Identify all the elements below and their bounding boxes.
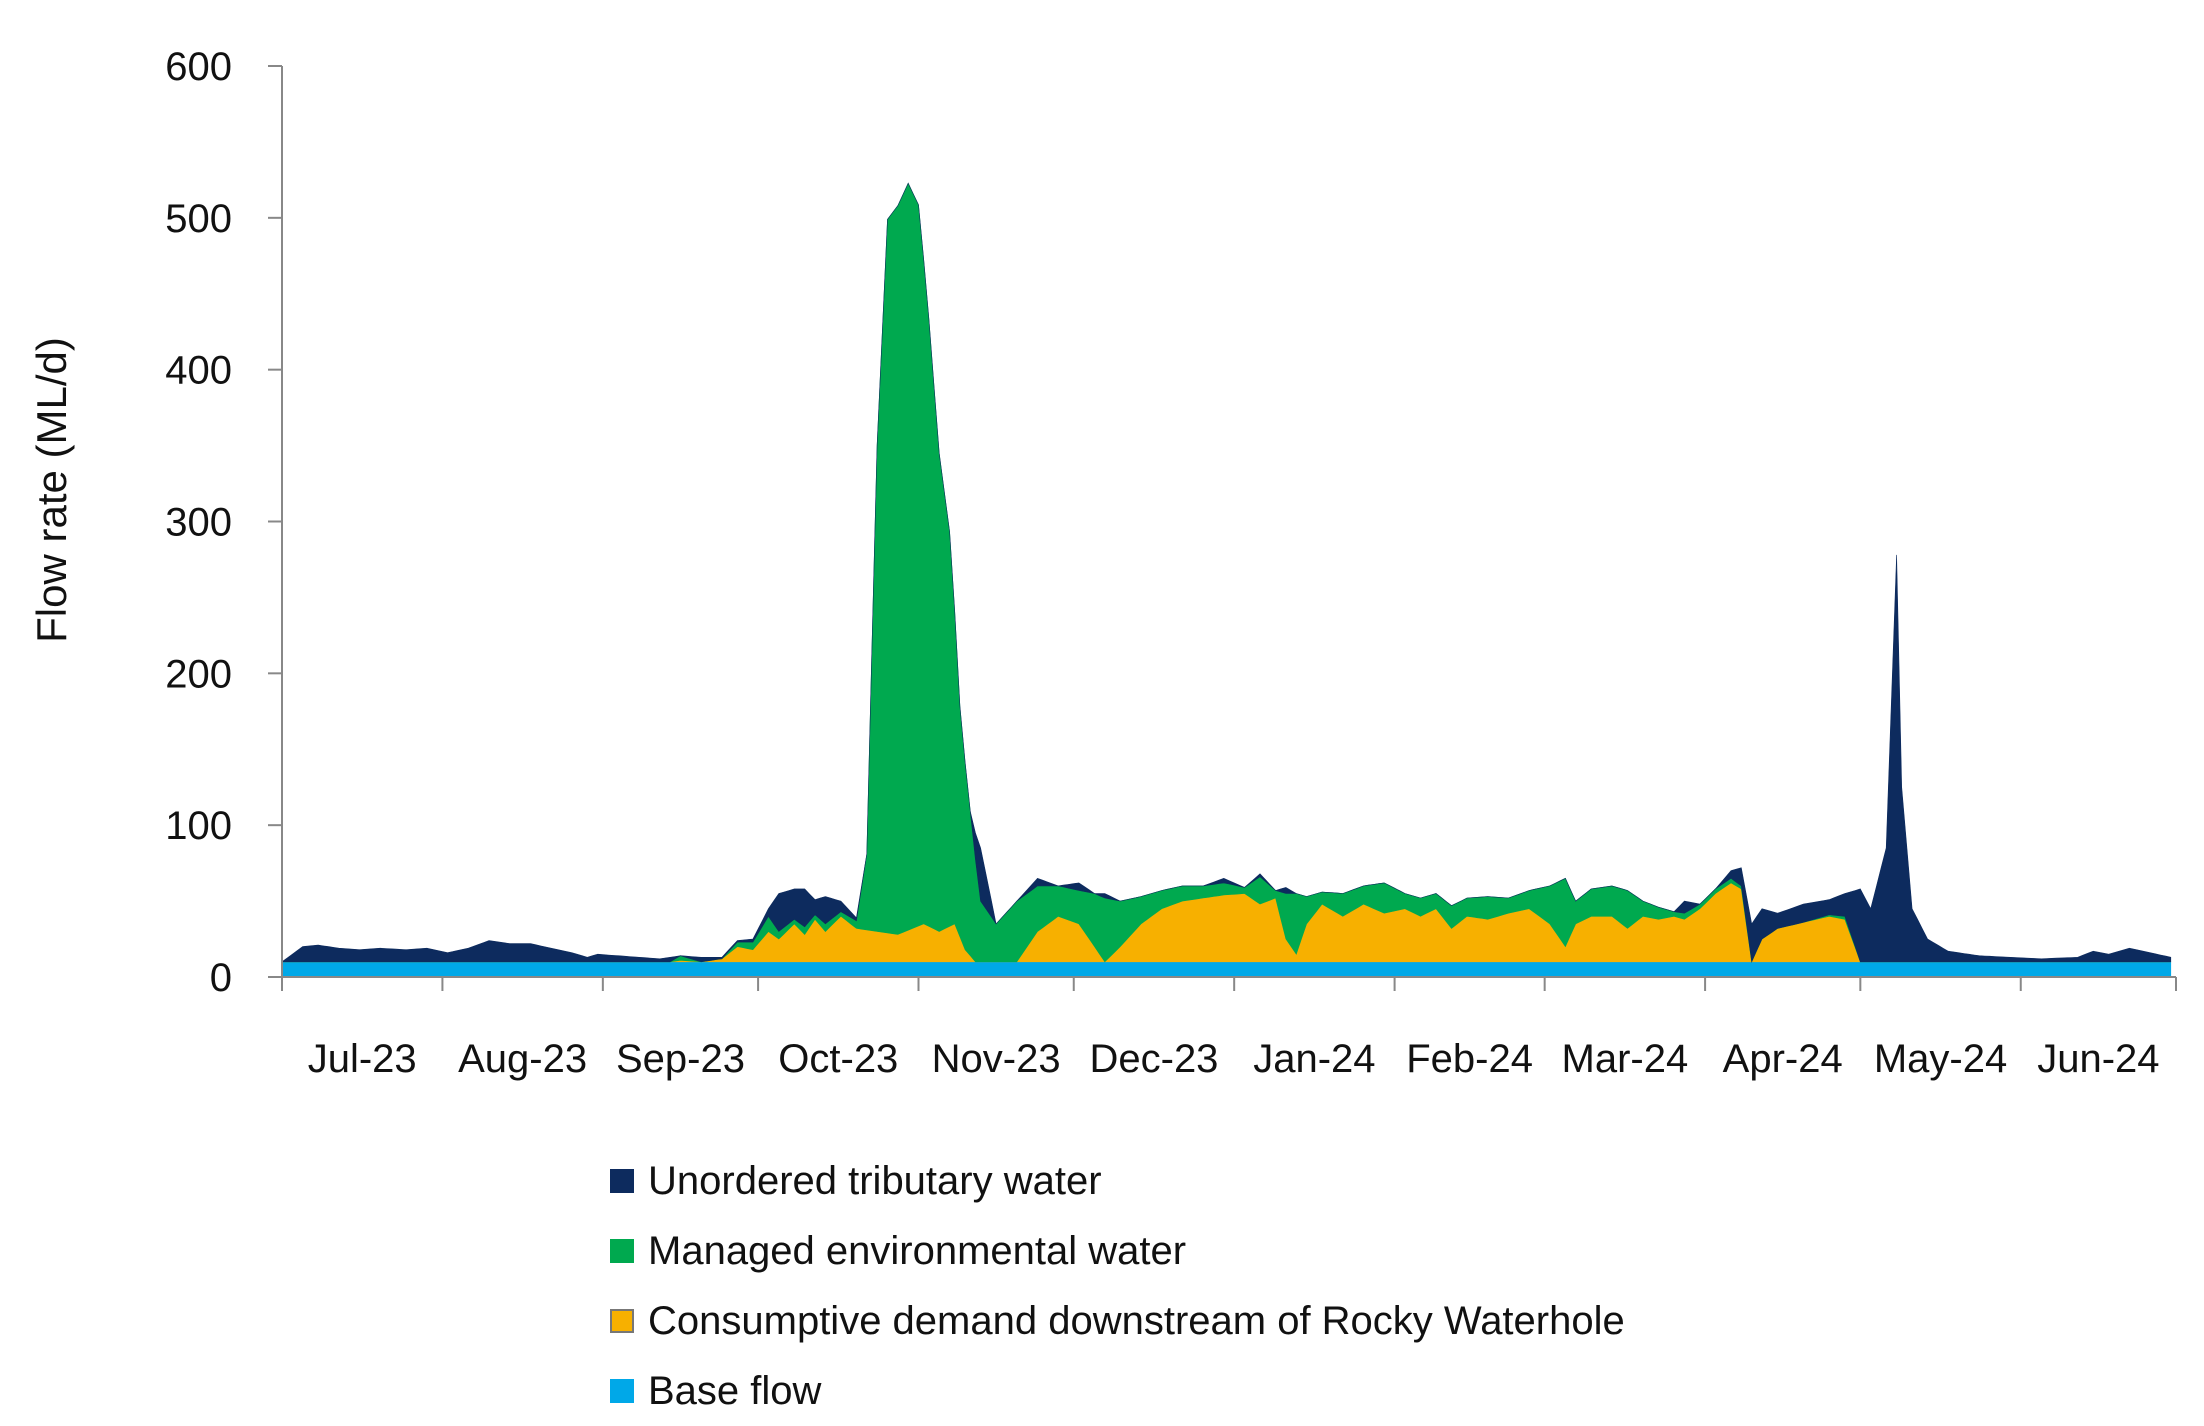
x-tick-label: Aug-23: [458, 1037, 587, 1081]
x-tick-label: May-24: [1874, 1037, 2007, 1081]
y-tick-label: 100: [165, 804, 232, 848]
legend-label-managed-environmental: Managed environmental water: [648, 1228, 1187, 1273]
y-tick-label: 500: [165, 197, 232, 241]
y-tick-label: 600: [165, 45, 232, 89]
x-tick-label: Nov-23: [932, 1037, 1061, 1081]
legend-item-consumptive-demand: Consumptive demand downstream of Rocky W…: [610, 1286, 1625, 1356]
area-unordered-tributary-water: [281, 182, 2172, 963]
legend-item-managed-environmental: Managed environmental water: [610, 1216, 1625, 1286]
y-tick-label: 400: [165, 349, 232, 393]
legend-swatch-unordered-tributary: [610, 1169, 634, 1193]
x-tick-label: Oct-23: [778, 1037, 898, 1081]
chart-legend: Unordered tributary water Managed enviro…: [610, 1146, 1625, 1426]
legend-label-base-flow: Base flow: [648, 1368, 822, 1413]
legend-label-consumptive-demand: Consumptive demand downstream of Rocky W…: [648, 1298, 1625, 1343]
x-tick-label: Dec-23: [1089, 1037, 1218, 1081]
x-tick-label: Apr-24: [1723, 1037, 1843, 1081]
legend-label-unordered-tributary: Unordered tributary water: [648, 1158, 1102, 1203]
stacked-area-layers: [281, 182, 2172, 978]
chart-axes: 0 100 200 300 400 500 600 Jul-23 Aug-23 Sep-23 Oct…: [165, 45, 2177, 1081]
legend-item-unordered-tributary: Unordered tributary water: [610, 1146, 1625, 1216]
x-tick-label: Jun-24: [2037, 1037, 2159, 1081]
legend-swatch-managed-environmental: [610, 1239, 634, 1263]
legend-item-base-flow: Base flow: [610, 1356, 1625, 1426]
x-tick-label: Jan-24: [1253, 1037, 1375, 1081]
legend-swatch-consumptive-demand: [610, 1309, 634, 1333]
y-axis-title: Flow rate (ML/d): [28, 337, 75, 643]
area-base-flow: [281, 961, 2172, 978]
x-tick-label: Jul-23: [308, 1037, 417, 1081]
x-tick-label: Sep-23: [616, 1037, 745, 1081]
y-tick-label: 300: [165, 501, 232, 545]
x-tick-label: Feb-24: [1406, 1037, 1533, 1081]
legend-swatch-base-flow: [610, 1379, 634, 1403]
y-tick-label: 0: [210, 956, 232, 1000]
x-tick-label: Mar-24: [1562, 1037, 1689, 1081]
y-tick-label: 200: [165, 652, 232, 696]
